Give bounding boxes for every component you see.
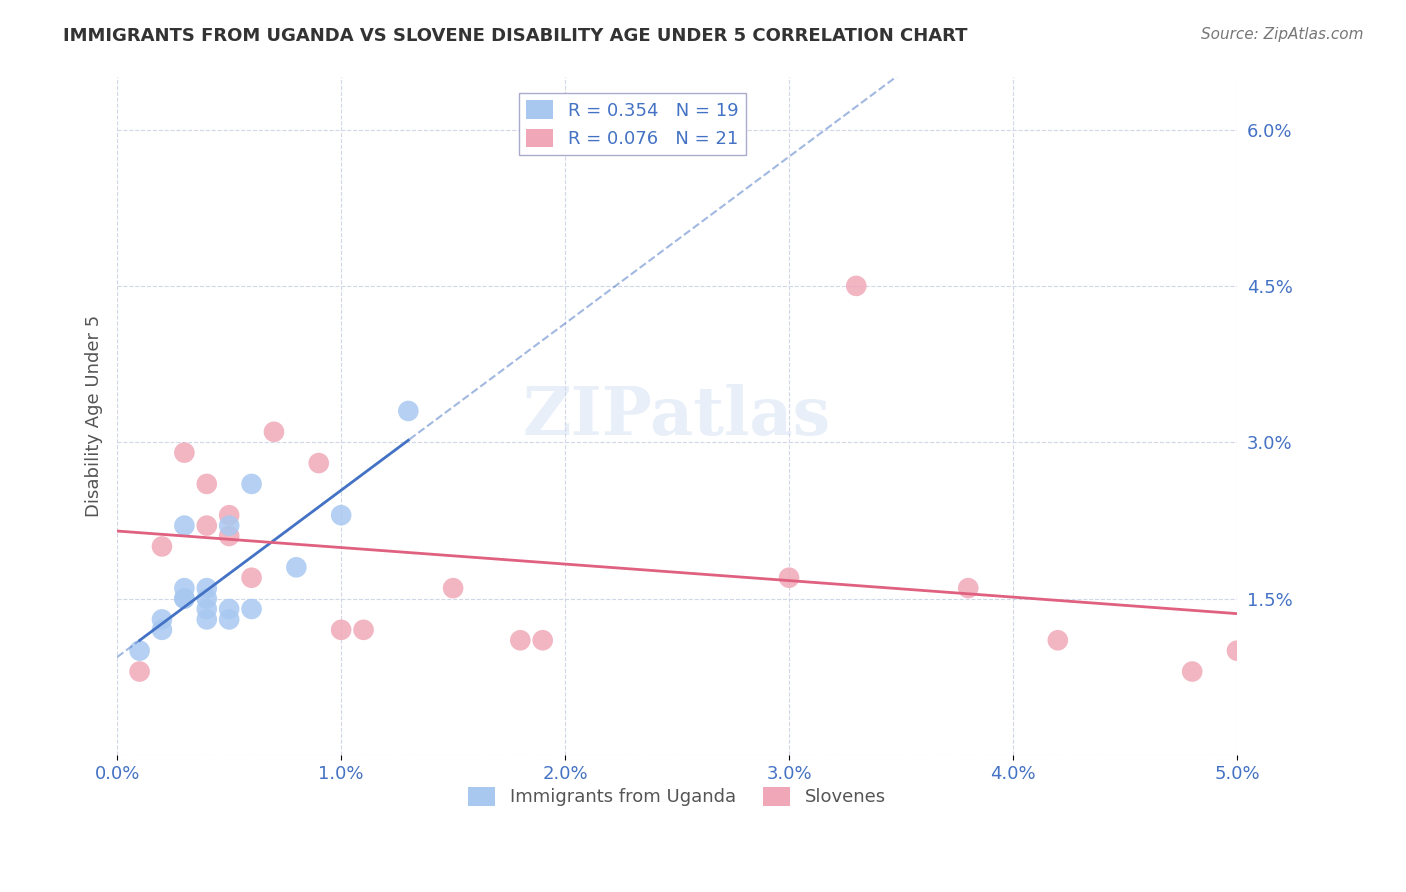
Point xyxy=(195,602,218,616)
Point xyxy=(195,518,218,533)
Point xyxy=(1226,643,1249,657)
Point xyxy=(263,425,285,439)
Point xyxy=(957,581,980,595)
Point xyxy=(240,571,263,585)
Point xyxy=(150,540,173,554)
Point xyxy=(285,560,308,574)
Point xyxy=(1181,665,1204,679)
Point xyxy=(195,612,218,626)
Point xyxy=(173,581,195,595)
Point xyxy=(509,633,531,648)
Point xyxy=(128,643,150,657)
Point xyxy=(195,591,218,606)
Point xyxy=(1046,633,1069,648)
Point xyxy=(218,602,240,616)
Point xyxy=(195,477,218,491)
Point xyxy=(240,477,263,491)
Point xyxy=(150,623,173,637)
Point xyxy=(353,623,375,637)
Text: IMMIGRANTS FROM UGANDA VS SLOVENE DISABILITY AGE UNDER 5 CORRELATION CHART: IMMIGRANTS FROM UGANDA VS SLOVENE DISABI… xyxy=(63,27,967,45)
Y-axis label: Disability Age Under 5: Disability Age Under 5 xyxy=(86,315,103,517)
Point xyxy=(396,404,419,418)
Point xyxy=(330,508,353,523)
Point xyxy=(778,571,800,585)
Point xyxy=(218,529,240,543)
Point xyxy=(128,665,150,679)
Point xyxy=(150,612,173,626)
Point xyxy=(173,518,195,533)
Point xyxy=(240,602,263,616)
Point xyxy=(531,633,554,648)
Point xyxy=(218,612,240,626)
Text: Source: ZipAtlas.com: Source: ZipAtlas.com xyxy=(1201,27,1364,42)
Point xyxy=(218,508,240,523)
Point xyxy=(173,591,195,606)
Point xyxy=(173,445,195,459)
Text: ZIPatlas: ZIPatlas xyxy=(523,384,831,449)
Point xyxy=(441,581,464,595)
Legend: Immigrants from Uganda, Slovenes: Immigrants from Uganda, Slovenes xyxy=(461,780,893,814)
Point xyxy=(308,456,330,470)
Point xyxy=(195,581,218,595)
Point xyxy=(218,518,240,533)
Point xyxy=(330,623,353,637)
Point xyxy=(173,591,195,606)
Point xyxy=(845,279,868,293)
